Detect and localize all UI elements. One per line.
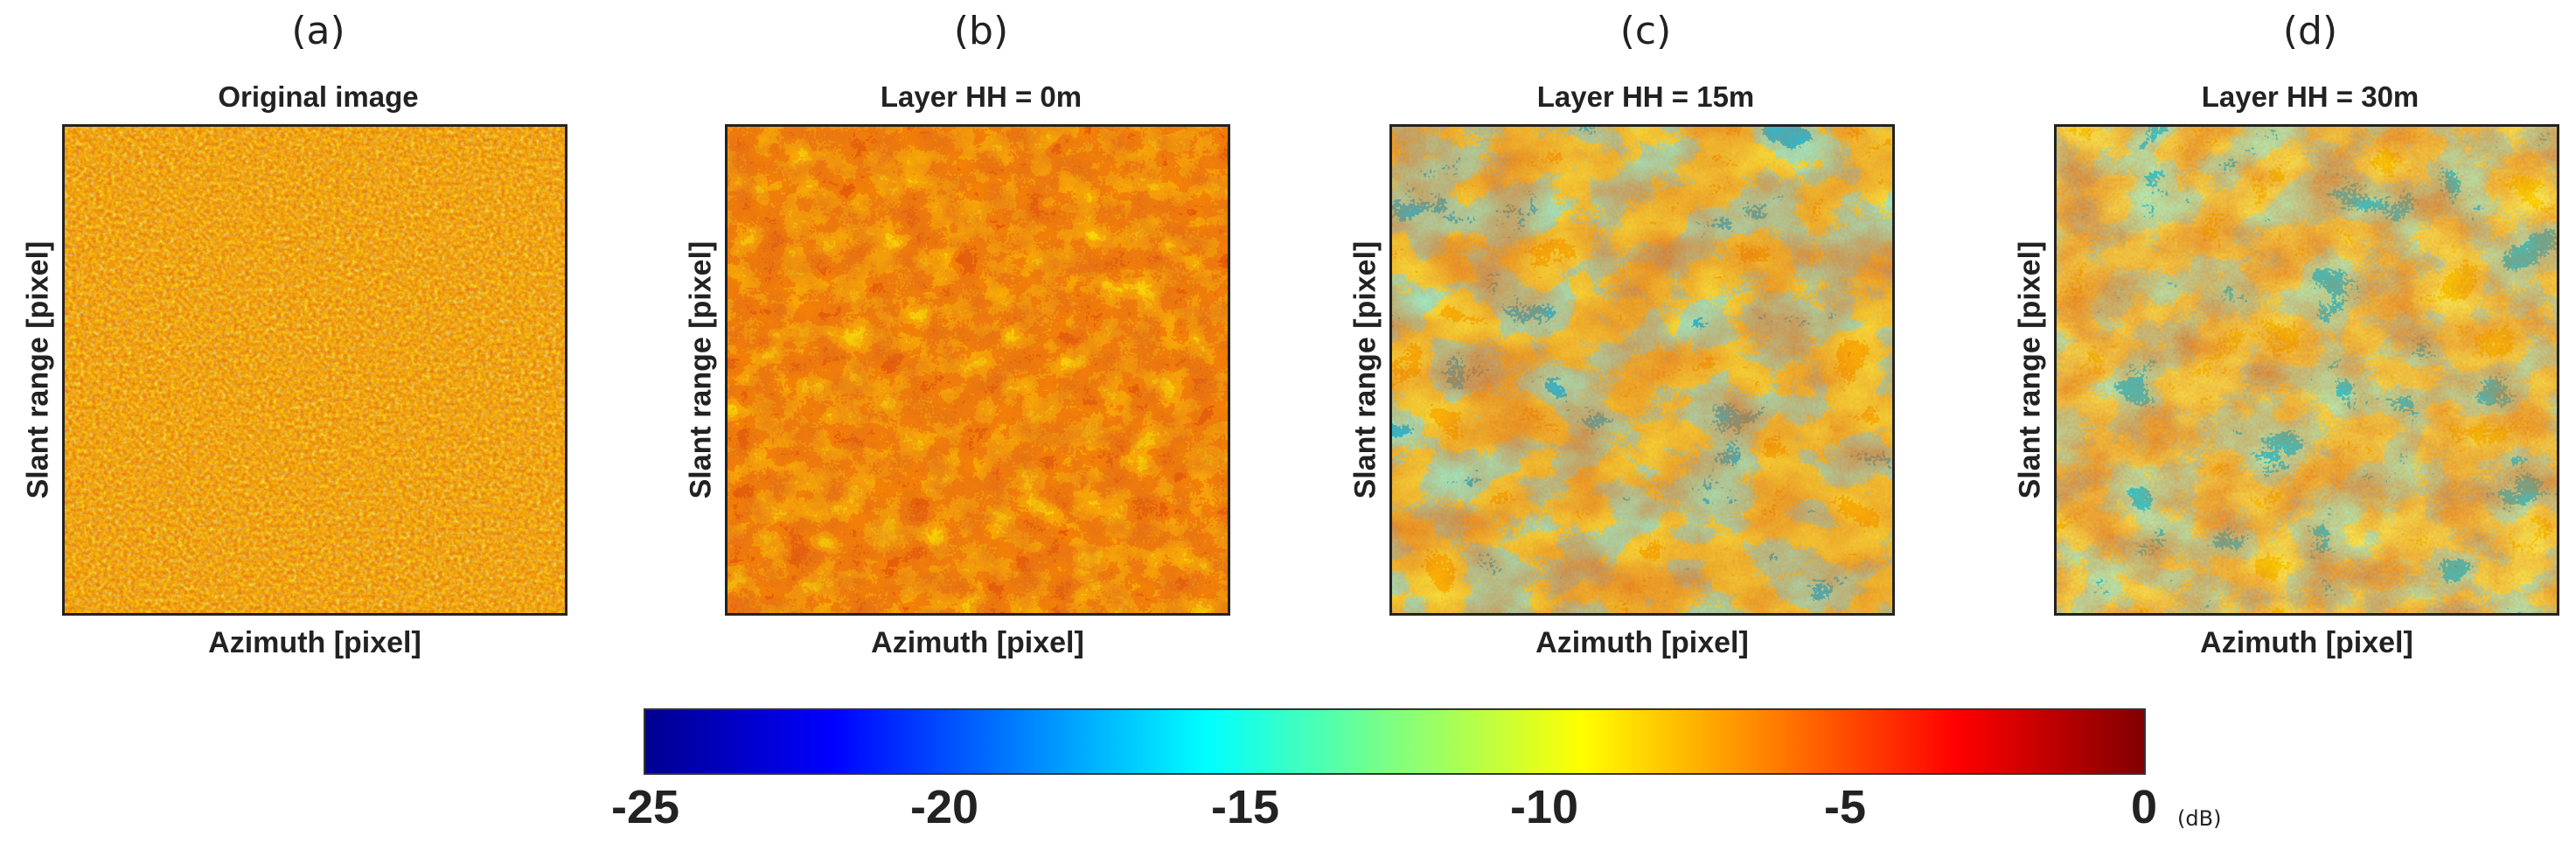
colorbar bbox=[644, 708, 2146, 778]
colorbar-unit: (dB) bbox=[2177, 806, 2222, 831]
panel-b: (b) Layer HH = 0m Slant range [pixel] bbox=[685, 0, 1230, 673]
x-axis-label: Azimuth [pixel] bbox=[208, 626, 421, 659]
panel-title: Original image bbox=[218, 80, 419, 113]
sar-image-c bbox=[1389, 124, 1895, 616]
panel-title: Layer HH = 30m bbox=[2201, 80, 2419, 113]
colorbar-tick-label: -20 bbox=[909, 781, 979, 833]
colorbar-tick-label: -15 bbox=[1210, 781, 1280, 833]
panel-a: (a) Original image Slant range [pixel] A… bbox=[22, 0, 567, 673]
panel-c: (c) Layer HH = 15m Slant range [pixel] bbox=[1349, 0, 1895, 673]
panel-letter: (b) bbox=[953, 9, 1009, 53]
y-axis-label: Slant range [pixel] bbox=[2013, 240, 2047, 499]
colorbar-tick-label: 0 bbox=[2130, 781, 2158, 833]
panel-d: (d) Layer HH = 30m Slant range [pixel] bbox=[2014, 0, 2559, 673]
colorbar-tick-label: -25 bbox=[610, 781, 680, 833]
x-axis-label: Azimuth [pixel] bbox=[1535, 626, 1749, 659]
y-axis-label: Slant range [pixel] bbox=[21, 240, 55, 499]
x-axis-label: Azimuth [pixel] bbox=[871, 626, 1084, 659]
colorbar-tick-label: -5 bbox=[1823, 781, 1867, 833]
panel-letter: (d) bbox=[2282, 9, 2338, 53]
colorbar-gradient bbox=[644, 708, 2146, 775]
panel-letter: (c) bbox=[1619, 9, 1672, 53]
panel-letter: (a) bbox=[291, 9, 345, 53]
panel-title: Layer HH = 0m bbox=[880, 80, 1083, 113]
x-axis-label: Azimuth [pixel] bbox=[2200, 626, 2413, 659]
sar-image-a bbox=[62, 124, 567, 616]
y-axis-label: Slant range [pixel] bbox=[684, 240, 718, 499]
panel-title: Layer HH = 15m bbox=[1536, 80, 1755, 113]
sar-image-d bbox=[2054, 124, 2559, 616]
y-axis-label: Slant range [pixel] bbox=[1348, 240, 1382, 499]
sar-image-b bbox=[725, 124, 1230, 616]
colorbar-tick-label: -10 bbox=[1509, 781, 1579, 833]
